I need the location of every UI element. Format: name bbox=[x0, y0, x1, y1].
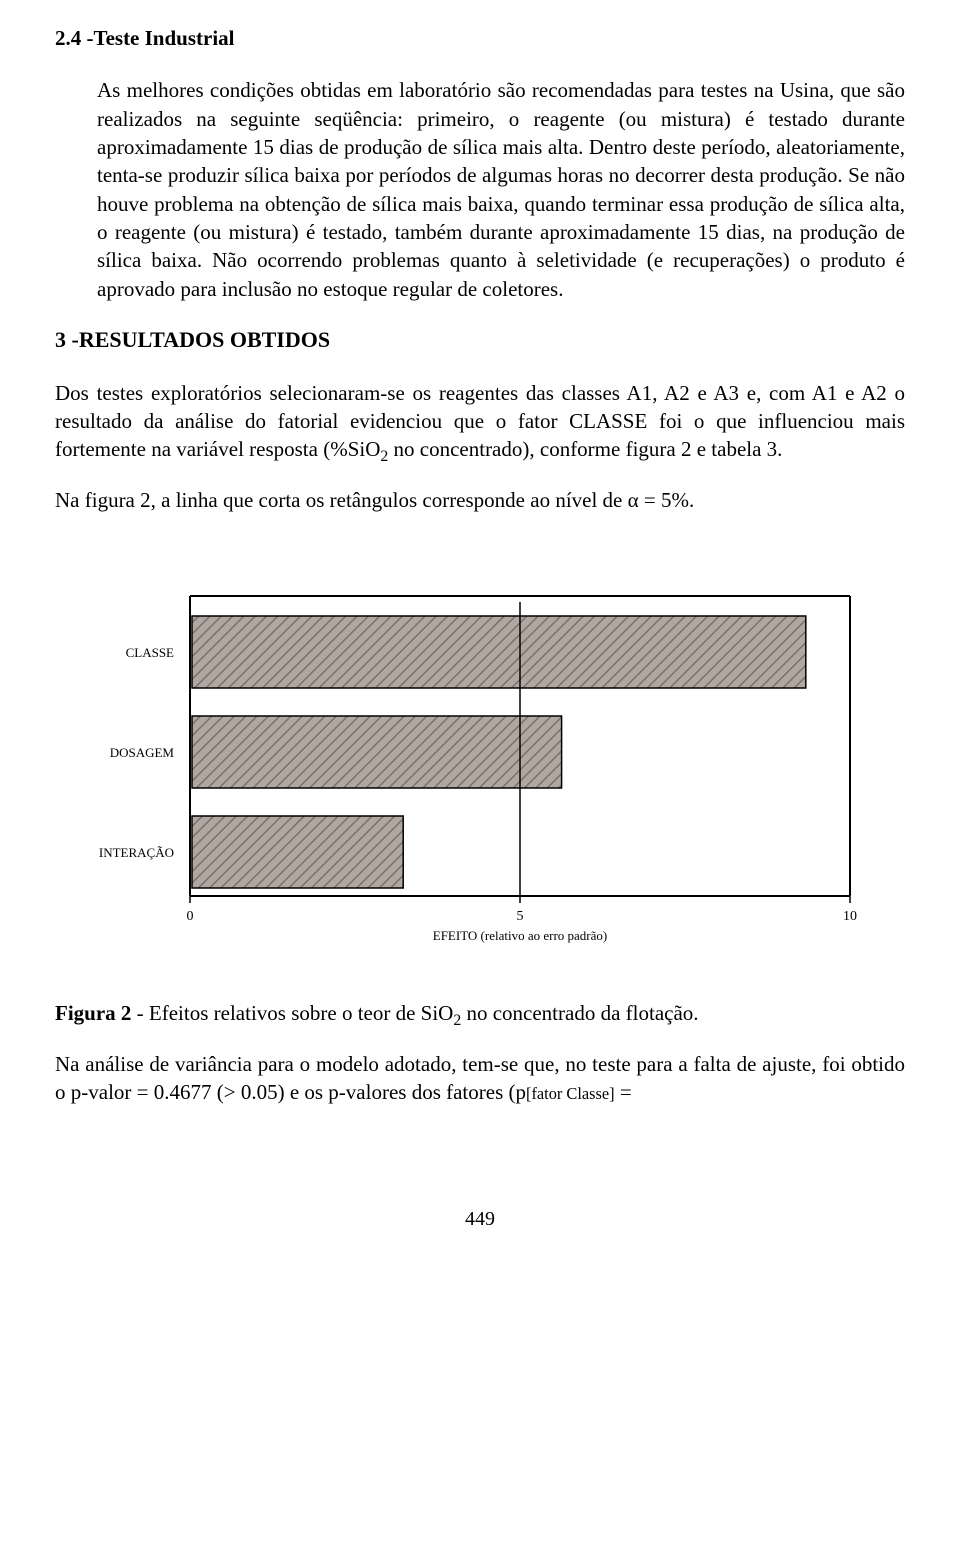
figure-2-chart: CLASSE DOSAGEM INTERAÇÃO 0 5 10 EFEITO (relati… bbox=[55, 584, 905, 964]
p-subscript-fator: [fator Classe] bbox=[526, 1084, 615, 1103]
svg-text:10: 10 bbox=[843, 909, 857, 924]
svg-text:CLASSE: CLASSE bbox=[126, 645, 174, 660]
svg-text:INTERAÇÃO: INTERAÇÃO bbox=[99, 845, 174, 860]
results-paragraph-1: Dos testes exploratórios selecionaram-se… bbox=[55, 379, 905, 464]
section-2-4-paragraph: As melhores condições obtidas em laborat… bbox=[97, 76, 905, 303]
section-3-title: 3 -RESULTADOS OBTIDOS bbox=[55, 325, 905, 355]
analysis-paragraph: Na análise de variância para o modelo ad… bbox=[55, 1050, 905, 1107]
analysis-text-b: = bbox=[615, 1080, 632, 1104]
svg-text:DOSAGEM: DOSAGEM bbox=[110, 745, 175, 760]
svg-text:5: 5 bbox=[517, 909, 524, 924]
svg-text:EFEITO (relativo ao erro padrã: EFEITO (relativo ao erro padrão) bbox=[433, 928, 607, 943]
figure-2-caption: Figura 2 - Efeitos relativos sobre o teo… bbox=[55, 999, 905, 1027]
figure-2-text-b: no concentrado da flotação. bbox=[461, 1001, 698, 1025]
results-p1-part-b: no concentrado), conforme figura 2 e tab… bbox=[388, 437, 782, 461]
page-number: 449 bbox=[55, 1206, 905, 1233]
svg-text:0: 0 bbox=[187, 909, 194, 924]
figure-2-text-a: - Efeitos relativos sobre o teor de SiO bbox=[131, 1001, 453, 1025]
analysis-text-a: Na análise de variância para o modelo ad… bbox=[55, 1052, 905, 1104]
section-2-4-title: 2.4 -Teste Industrial bbox=[55, 24, 905, 52]
bar-chart-svg: CLASSE DOSAGEM INTERAÇÃO 0 5 10 EFEITO (relati… bbox=[60, 584, 900, 964]
figure-2-label: Figura 2 bbox=[55, 1001, 131, 1025]
results-paragraph-2: Na figura 2, a linha que corta os retâng… bbox=[55, 486, 905, 514]
